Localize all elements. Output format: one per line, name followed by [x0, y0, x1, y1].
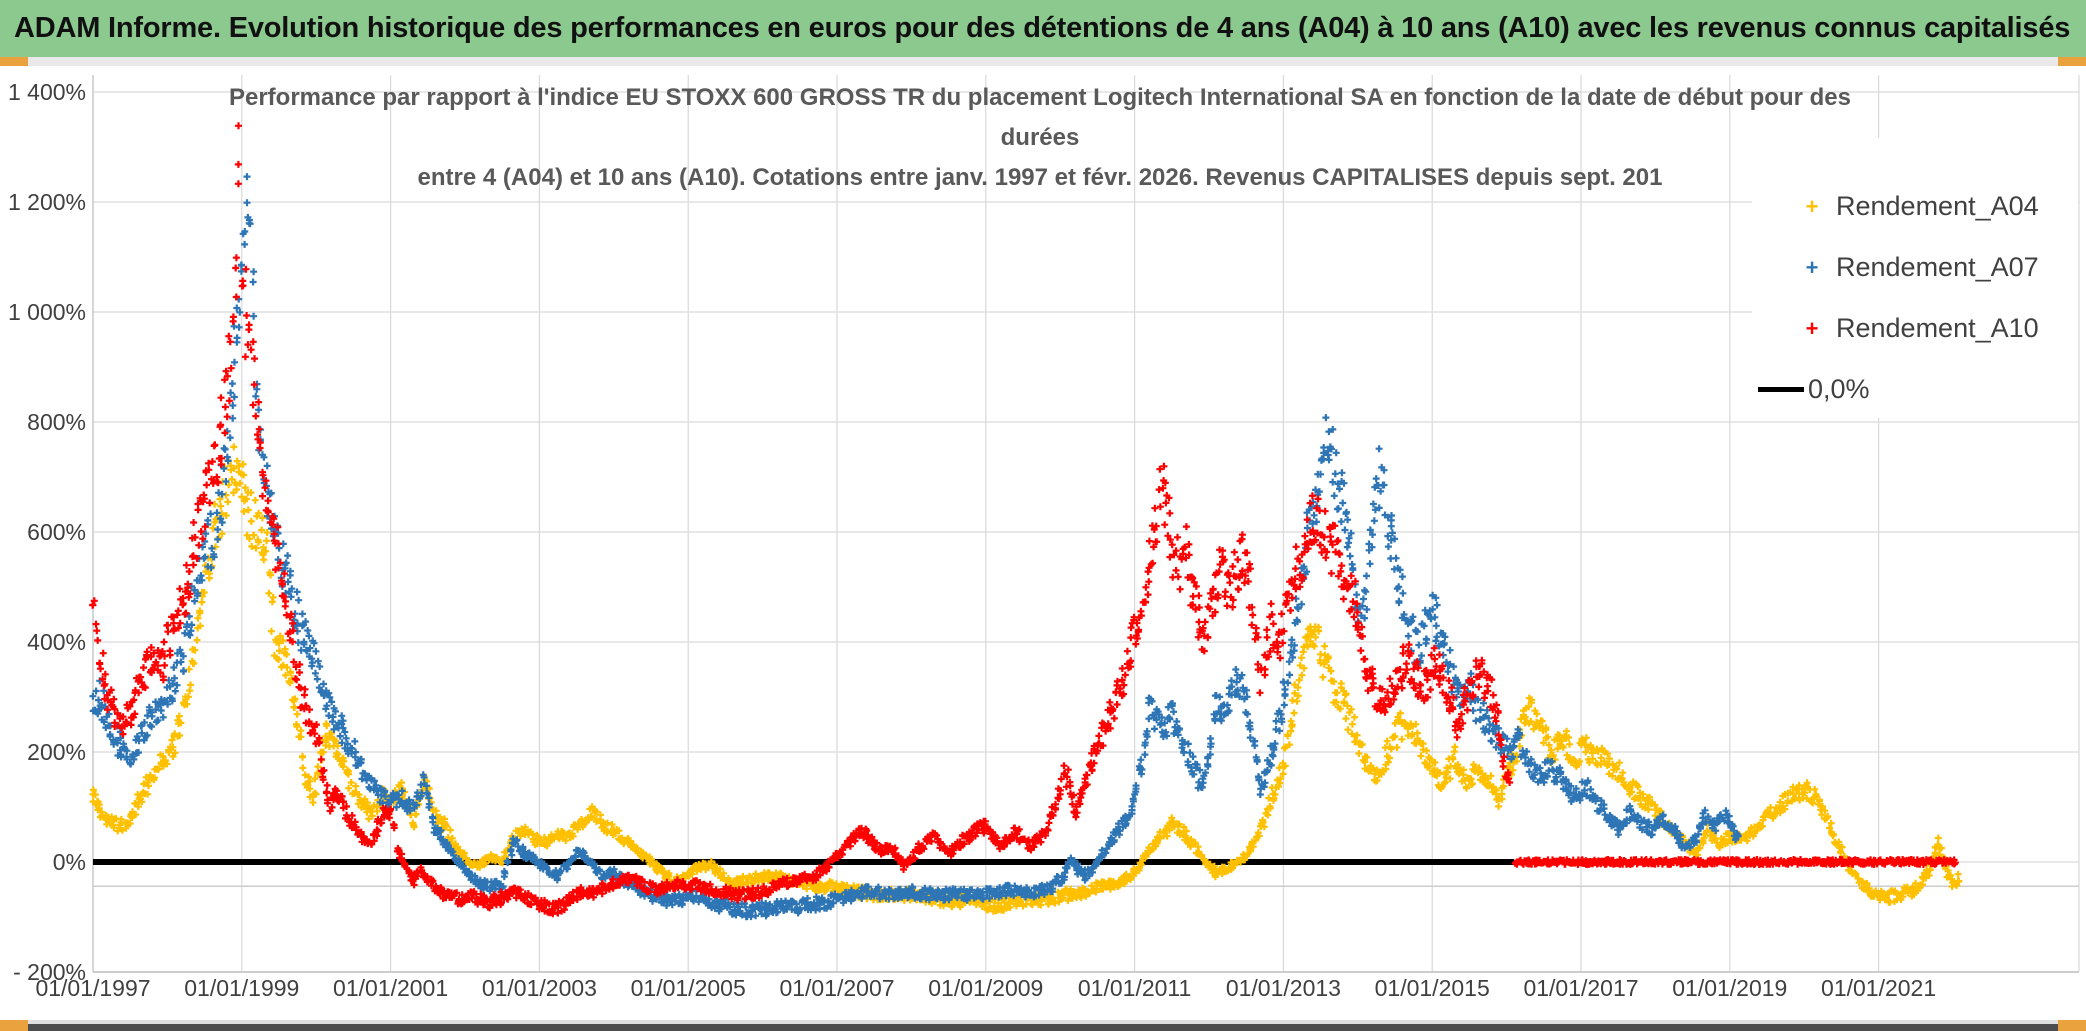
- header-bar: ADAM Informe. Evolution historique des p…: [0, 0, 2086, 57]
- header-divider: [0, 57, 2086, 66]
- gold-accent-top-right: [2058, 57, 2086, 66]
- svg-text:400%: 400%: [27, 629, 86, 655]
- line-swatch-icon: [1758, 387, 1804, 392]
- svg-text:01/01/2011: 01/01/2011: [1078, 975, 1191, 1001]
- svg-text:1 200%: 1 200%: [8, 189, 86, 215]
- plus-marker-icon: +: [1805, 193, 1819, 219]
- legend-label: Rendement_A07: [1836, 252, 2039, 282]
- svg-text:- 200%: - 200%: [13, 959, 86, 985]
- svg-text:600%: 600%: [27, 519, 86, 545]
- legend-item-rendement-a10: + Rendement_A10: [1752, 298, 2078, 359]
- svg-text:800%: 800%: [27, 409, 86, 435]
- svg-text:1 000%: 1 000%: [8, 299, 86, 325]
- svg-text:01/01/2005: 01/01/2005: [631, 975, 746, 1001]
- bottom-bar: [0, 1024, 2086, 1031]
- svg-text:01/01/2003: 01/01/2003: [482, 975, 597, 1001]
- plus-marker-icon: +: [1805, 315, 1819, 341]
- legend-label: Rendement_A04: [1836, 191, 2039, 221]
- bottom-divider: [0, 1020, 2086, 1024]
- gold-accent-top-left: [0, 57, 28, 66]
- series-rendement_a07-points: [89, 173, 1742, 921]
- svg-text:01/01/2009: 01/01/2009: [928, 975, 1043, 1001]
- gold-accent-bottom-right: [2058, 1020, 2086, 1031]
- svg-text:200%: 200%: [27, 739, 86, 765]
- legend-label: 0,0%: [1808, 374, 1870, 404]
- chart-legend: + Rendement_A04 + Rendement_A07 + Rendem…: [1752, 138, 2078, 418]
- svg-text:1 400%: 1 400%: [8, 79, 86, 105]
- svg-text:0%: 0%: [53, 849, 86, 875]
- axis-tick-labels: 1 400% 1 200% 1 000% 800% 600% 400% 200% 0% - 20…: [8, 79, 1936, 1001]
- gold-accent-bottom-left: [0, 1020, 28, 1031]
- svg-text:01/01/1999: 01/01/1999: [184, 975, 299, 1001]
- svg-text:01/01/2013: 01/01/2013: [1226, 975, 1341, 1001]
- svg-text:01/01/2007: 01/01/2007: [779, 975, 894, 1001]
- page-title: ADAM Informe. Evolution historique des p…: [14, 12, 2071, 44]
- svg-text:01/01/1997: 01/01/1997: [35, 975, 150, 1001]
- series-rendement_a10-points: [89, 122, 1959, 918]
- legend-item-zero-line: 0,0%: [1752, 359, 2078, 420]
- legend-item-rendement-a07: + Rendement_A07: [1752, 237, 2078, 298]
- svg-text:01/01/2015: 01/01/2015: [1375, 975, 1490, 1001]
- plus-marker-icon: +: [1805, 254, 1819, 280]
- svg-text:01/01/2001: 01/01/2001: [333, 975, 448, 1001]
- svg-text:01/01/2019: 01/01/2019: [1672, 975, 1787, 1001]
- plot-area: 1 400% 1 200% 1 000% 800% 600% 400% 200% 0% - 20…: [8, 75, 2080, 1001]
- svg-text:01/01/2021: 01/01/2021: [1821, 975, 1936, 1001]
- legend-item-rendement-a04: + Rendement_A04: [1752, 176, 2078, 237]
- legend-label: Rendement_A10: [1836, 313, 2039, 343]
- chart-region: 1 400% 1 200% 1 000% 800% 600% 400% 200% 0% - 20…: [0, 66, 2086, 1020]
- svg-text:01/01/2017: 01/01/2017: [1523, 975, 1638, 1001]
